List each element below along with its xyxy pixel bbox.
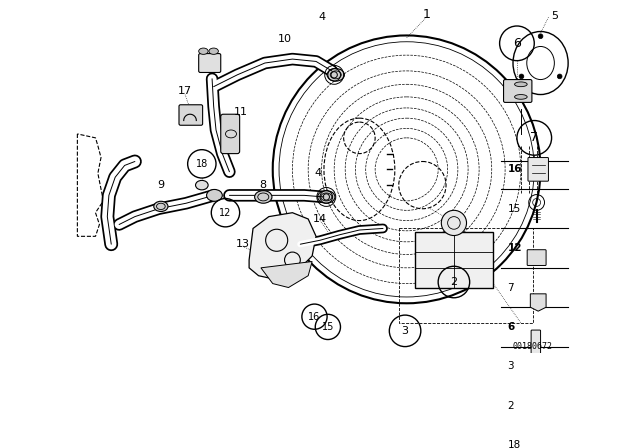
- Ellipse shape: [515, 82, 527, 86]
- Text: 1: 1: [422, 8, 430, 21]
- Text: 17: 17: [177, 86, 191, 95]
- Ellipse shape: [327, 69, 344, 81]
- FancyBboxPatch shape: [198, 54, 221, 73]
- Text: 9: 9: [157, 180, 164, 190]
- Ellipse shape: [196, 181, 208, 190]
- Text: 18: 18: [508, 440, 521, 448]
- Ellipse shape: [317, 191, 335, 203]
- Text: 12: 12: [220, 208, 232, 218]
- FancyBboxPatch shape: [528, 158, 548, 181]
- Text: 3: 3: [508, 361, 514, 371]
- Text: 7: 7: [531, 131, 538, 144]
- FancyBboxPatch shape: [504, 80, 532, 103]
- Polygon shape: [531, 437, 558, 448]
- Text: 16: 16: [508, 164, 522, 174]
- Polygon shape: [531, 294, 546, 311]
- Polygon shape: [261, 262, 312, 288]
- FancyBboxPatch shape: [221, 114, 239, 154]
- Text: 15: 15: [508, 204, 521, 214]
- Text: 13: 13: [236, 239, 250, 249]
- FancyBboxPatch shape: [415, 233, 493, 288]
- Text: 4: 4: [319, 13, 326, 22]
- Ellipse shape: [209, 48, 218, 54]
- Circle shape: [442, 210, 467, 236]
- Text: 6: 6: [508, 322, 515, 332]
- Ellipse shape: [198, 48, 208, 54]
- Ellipse shape: [207, 190, 222, 201]
- Text: 18: 18: [196, 159, 208, 169]
- Text: 11: 11: [234, 107, 248, 117]
- Text: 16: 16: [308, 312, 321, 322]
- Circle shape: [538, 34, 543, 39]
- Text: 6: 6: [513, 37, 521, 50]
- Circle shape: [519, 74, 524, 79]
- Text: 2: 2: [508, 401, 514, 411]
- Text: 3: 3: [401, 326, 408, 336]
- Polygon shape: [249, 213, 316, 280]
- Text: 12: 12: [508, 243, 522, 253]
- Text: 5: 5: [551, 11, 558, 21]
- Circle shape: [557, 74, 562, 79]
- FancyBboxPatch shape: [531, 330, 541, 354]
- Text: 4: 4: [315, 168, 322, 178]
- FancyBboxPatch shape: [527, 250, 546, 266]
- Text: 14: 14: [313, 214, 327, 224]
- Text: 8: 8: [260, 180, 267, 190]
- Ellipse shape: [515, 95, 527, 99]
- FancyBboxPatch shape: [522, 436, 534, 448]
- Ellipse shape: [154, 201, 168, 211]
- Text: 7: 7: [508, 283, 514, 293]
- Text: 15: 15: [322, 322, 334, 332]
- FancyBboxPatch shape: [179, 105, 203, 125]
- Text: 00180672: 00180672: [513, 342, 553, 351]
- Ellipse shape: [255, 191, 272, 203]
- Text: 2: 2: [451, 277, 458, 287]
- Text: 10: 10: [278, 34, 292, 44]
